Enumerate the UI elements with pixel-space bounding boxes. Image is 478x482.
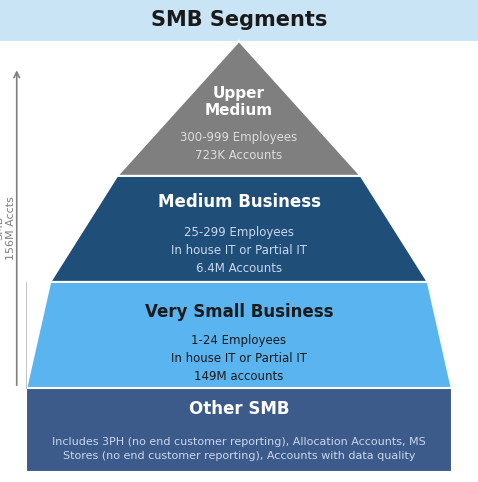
Text: 1-24 Employees
In house IT or Partial IT
149M accounts: 1-24 Employees In house IT or Partial IT… xyxy=(171,334,307,383)
Text: Upper
Medium: Upper Medium xyxy=(205,85,273,118)
Text: Includes 3PH (no end customer reporting), Allocation Accounts, MS
Stores (no end: Includes 3PH (no end customer reporting)… xyxy=(52,437,426,461)
Polygon shape xyxy=(26,388,452,472)
Polygon shape xyxy=(26,282,452,388)
Text: SMB Segments: SMB Segments xyxy=(151,11,327,30)
Text: Very Small Business: Very Small Business xyxy=(145,303,333,321)
Text: Other SMB: Other SMB xyxy=(189,400,289,418)
Text: 25-299 Employees
In house IT or Partial IT
6.4M Accounts: 25-299 Employees In house IT or Partial … xyxy=(171,226,307,275)
Text: SMB
156M Accts: SMB 156M Accts xyxy=(0,196,16,260)
Text: Medium Business: Medium Business xyxy=(157,193,321,212)
Text: 300-999 Employees
723K Accounts: 300-999 Employees 723K Accounts xyxy=(180,131,298,162)
Polygon shape xyxy=(117,41,361,176)
Polygon shape xyxy=(50,176,428,282)
Bar xyxy=(0,0,478,41)
